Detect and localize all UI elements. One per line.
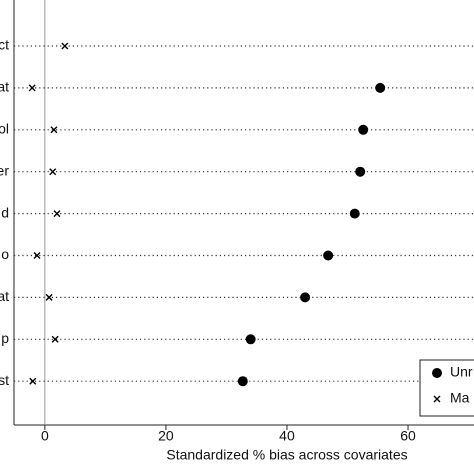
y-tick-label: at: [0, 79, 9, 95]
x-tick-label: 40: [279, 428, 295, 444]
legend-label: Unr: [450, 364, 473, 380]
x-tick-label: 0: [41, 428, 49, 444]
dot: [355, 166, 366, 177]
y-tick-label: d: [1, 204, 9, 220]
dot: [237, 376, 248, 387]
dot: [358, 124, 369, 135]
cross: [28, 84, 36, 92]
y-tick-label: o: [1, 246, 9, 262]
dot: [245, 334, 256, 345]
x-axis-label: Standardized % bias across covariates: [166, 447, 407, 463]
legend-marker: [432, 368, 442, 378]
legend-label: Ma: [450, 390, 470, 406]
dot: [323, 250, 334, 261]
y-tick-label: st: [0, 372, 9, 388]
cross: [29, 377, 37, 385]
cross: [61, 42, 69, 50]
y-tick-label: p: [1, 330, 9, 346]
y-tick-label: ct: [0, 37, 9, 53]
x-tick-label: 60: [400, 428, 416, 444]
y-tick-label: ol: [0, 121, 9, 137]
legend-marker: [433, 395, 441, 403]
cross: [33, 252, 41, 259]
cross: [49, 168, 57, 176]
cross: [51, 335, 59, 343]
cross: [45, 293, 53, 301]
dot: [375, 82, 386, 93]
dot: [300, 292, 311, 303]
y-tick-label: at: [0, 288, 9, 304]
cross: [50, 126, 58, 134]
legend-box: [419, 359, 474, 417]
dot: [349, 208, 360, 219]
x-tick-label: 20: [158, 428, 174, 444]
y-tick-label: er: [0, 162, 9, 178]
cross: [53, 210, 61, 218]
